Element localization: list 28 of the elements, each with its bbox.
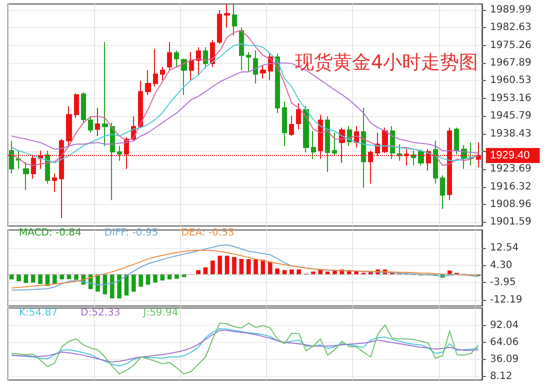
y-tick-label: 1923.69 [490,164,532,175]
text: J:59.94 [142,308,178,318]
y-tick-label: -12.19 [490,294,522,306]
y-tick-label: 4.30 [490,260,512,271]
ref-line-label: 1929.40 [490,149,530,162]
y-tick-label: 1908.96 [490,198,532,210]
y-tick-label: 8.12 [490,370,512,382]
y-tick-label: 92.04 [490,320,519,332]
y-tick-label: 12.54 [490,242,519,254]
y-tick-label: 1945.79 [490,110,532,122]
y-tick-label: 1960.53 [490,75,532,86]
y-tick-label: 1982.63 [490,22,532,34]
y-tick-label: 1967.89 [490,58,532,69]
text: MACD: -0.84 [19,228,82,238]
y-tick-label: 1916.32 [490,181,532,192]
text: D:52.33 [80,308,120,318]
series-label: DEA: -0.53 [181,228,234,238]
y-tick-label: 1901.59 [490,216,532,228]
y-tick-label: 64.06 [490,336,519,348]
y-tick-label: 1953.16 [490,92,532,104]
text: 现货黄金4小时走势图 [295,52,478,74]
y-tick-label: 1989.99 [490,4,532,16]
text: DIFF: -0.95 [104,228,158,238]
y-tick-label: 1938.43 [490,128,532,140]
y-tick-label: 1975.26 [490,40,532,51]
y-tick-label: 36.09 [490,354,519,365]
text: K:54.87 [19,308,58,318]
y-tick-label: -3.95 [490,277,516,288]
